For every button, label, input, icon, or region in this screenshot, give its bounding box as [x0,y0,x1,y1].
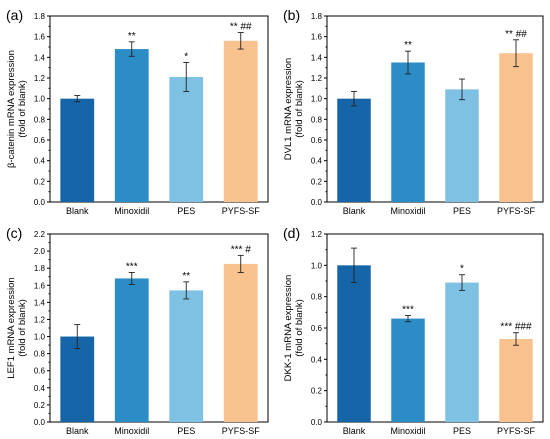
y-axis-label: LEF1 mRNA expression [6,277,17,378]
bar-blank [60,98,95,202]
panel-c: (c) 0.0 0.2 0.4 0.6 0.8 1.0 1.2 1.4 1.6 1.8 2.0 2.2 L… [6,225,269,436]
y-tick-label: 1.0 [34,95,46,104]
y-tick-label: 1.0 [311,95,323,104]
y-tick-label: 0.4 [34,157,46,166]
panel-b: (b) 0.0 0.2 0.4 0.6 0.8 1.0 1.2 1.4 1.6 1.8 DVL1 mR… [283,7,544,216]
x-tick-label: PYFS-SF [497,426,536,436]
x-tick-label: PES [453,426,471,436]
x-tick-label: PYFS-SF [222,206,261,216]
y-tick-label: 0.4 [311,355,323,364]
bar-pyfs-sf [223,263,258,422]
panel-letter: (c) [6,225,22,241]
bar-pes [445,89,479,202]
panel-letter: (b) [283,7,300,23]
significance-label: ** [182,271,190,282]
bar-pyfs-sf [223,40,258,202]
y-tick-label: 1.8 [311,12,323,21]
bar-minoxidil [114,278,149,422]
bar-minoxidil [391,62,425,202]
y-tick-label: 1.0 [34,333,46,342]
y-axis-label-unit: (fold of blank) [17,299,28,357]
y-axis-label: DVL1 mRNA expression [283,58,294,160]
bar-minoxidil [114,49,149,202]
y-axis-label-unit: (fold of blank) [17,80,28,138]
y-tick-label: 0.6 [311,324,323,333]
y-tick-label: 1.4 [34,298,46,307]
y-tick-label: 1.8 [34,12,46,21]
y-tick-label: 0.2 [34,401,46,410]
panel-a: (a) 0.0 0.2 0.4 0.6 0.8 1.0 1.2 1.4 1.6 1.8 β-caten… [6,7,269,216]
bar-blank [337,265,371,422]
y-tick-label: 0.0 [311,418,323,427]
significance-label: * [184,52,188,63]
bar-blank [60,336,95,422]
panel-d: (d) 0.0 0.2 0.4 0.6 0.8 1.0 1.2 DKK-1 mRNA expre… [283,225,544,436]
y-tick-label: 0.2 [34,177,46,186]
bar-pyfs-sf [499,338,533,422]
y-tick-label: 0.2 [311,177,323,186]
bar-pes [169,76,204,202]
bar-blank [337,98,371,202]
x-tick-label: Blank [66,206,89,216]
y-tick-label: 0.0 [34,418,46,427]
y-axis-label: β-catenin mRNA expression [6,50,17,168]
bar-pyfs-sf [499,53,533,203]
y-tick-label: 1.2 [34,74,46,83]
y-tick-label: 0.0 [34,198,46,207]
significance-label: ** [404,40,412,51]
y-tick-label: 0.4 [34,384,46,393]
y-tick-label: 0.8 [311,293,323,302]
significance-label: ** ## [505,29,527,40]
y-tick-label: 1.6 [34,281,46,290]
y-tick-label: 2.2 [34,230,46,239]
y-tick-label: 0.8 [34,350,46,359]
x-tick-label: Minoxidil [390,426,425,436]
y-tick-label: 1.2 [34,315,46,324]
x-tick-label: Blank [343,206,366,216]
y-tick-label: 1.2 [311,74,323,83]
y-tick-label: 1.4 [34,53,46,62]
y-axis-label-unit: (fold of blank) [294,80,305,138]
x-tick-label: Minoxidil [114,426,149,436]
significance-label: *** # [231,244,251,255]
x-tick-label: Minoxidil [390,206,425,216]
significance-label: *** ### [500,322,532,333]
y-axis-label: DKK-1 mRNA expression [283,275,294,382]
y-tick-label: 0.6 [34,367,46,376]
y-axis-label-unit: (fold of blank) [294,299,305,357]
significance-label: ** [128,31,136,42]
x-tick-label: PES [453,206,471,216]
y-tick-label: 0.8 [311,115,323,124]
significance-label: *** [402,304,414,315]
significance-label: * [460,264,464,275]
x-tick-label: Blank [66,426,89,436]
bar-minoxidil [391,318,425,422]
significance-label: ** ## [230,22,252,33]
panel-letter: (d) [283,225,300,241]
y-tick-label: 0.0 [311,198,323,207]
y-tick-label: 1.8 [34,264,46,273]
x-tick-label: PYFS-SF [222,426,261,436]
y-tick-label: 1.6 [34,33,46,42]
y-tick-label: 0.6 [34,136,46,145]
y-tick-label: 1.2 [311,230,323,239]
y-tick-label: 1.0 [311,261,323,270]
y-tick-label: 0.2 [311,387,323,396]
y-tick-label: 0.4 [311,157,323,166]
y-tick-label: 0.8 [34,115,46,124]
panel-letter: (a) [6,7,23,23]
bar-pes [169,290,204,422]
y-tick-label: 1.4 [311,53,323,62]
x-tick-label: PES [177,206,195,216]
bar-pes [445,282,479,422]
x-tick-label: PYFS-SF [497,206,536,216]
y-tick-label: 2.0 [34,247,46,256]
y-tick-label: 0.6 [311,136,323,145]
x-tick-label: PES [177,426,195,436]
x-tick-label: Minoxidil [114,206,149,216]
y-tick-label: 1.6 [311,33,323,42]
significance-label: *** [126,261,138,272]
x-tick-label: Blank [343,426,366,436]
